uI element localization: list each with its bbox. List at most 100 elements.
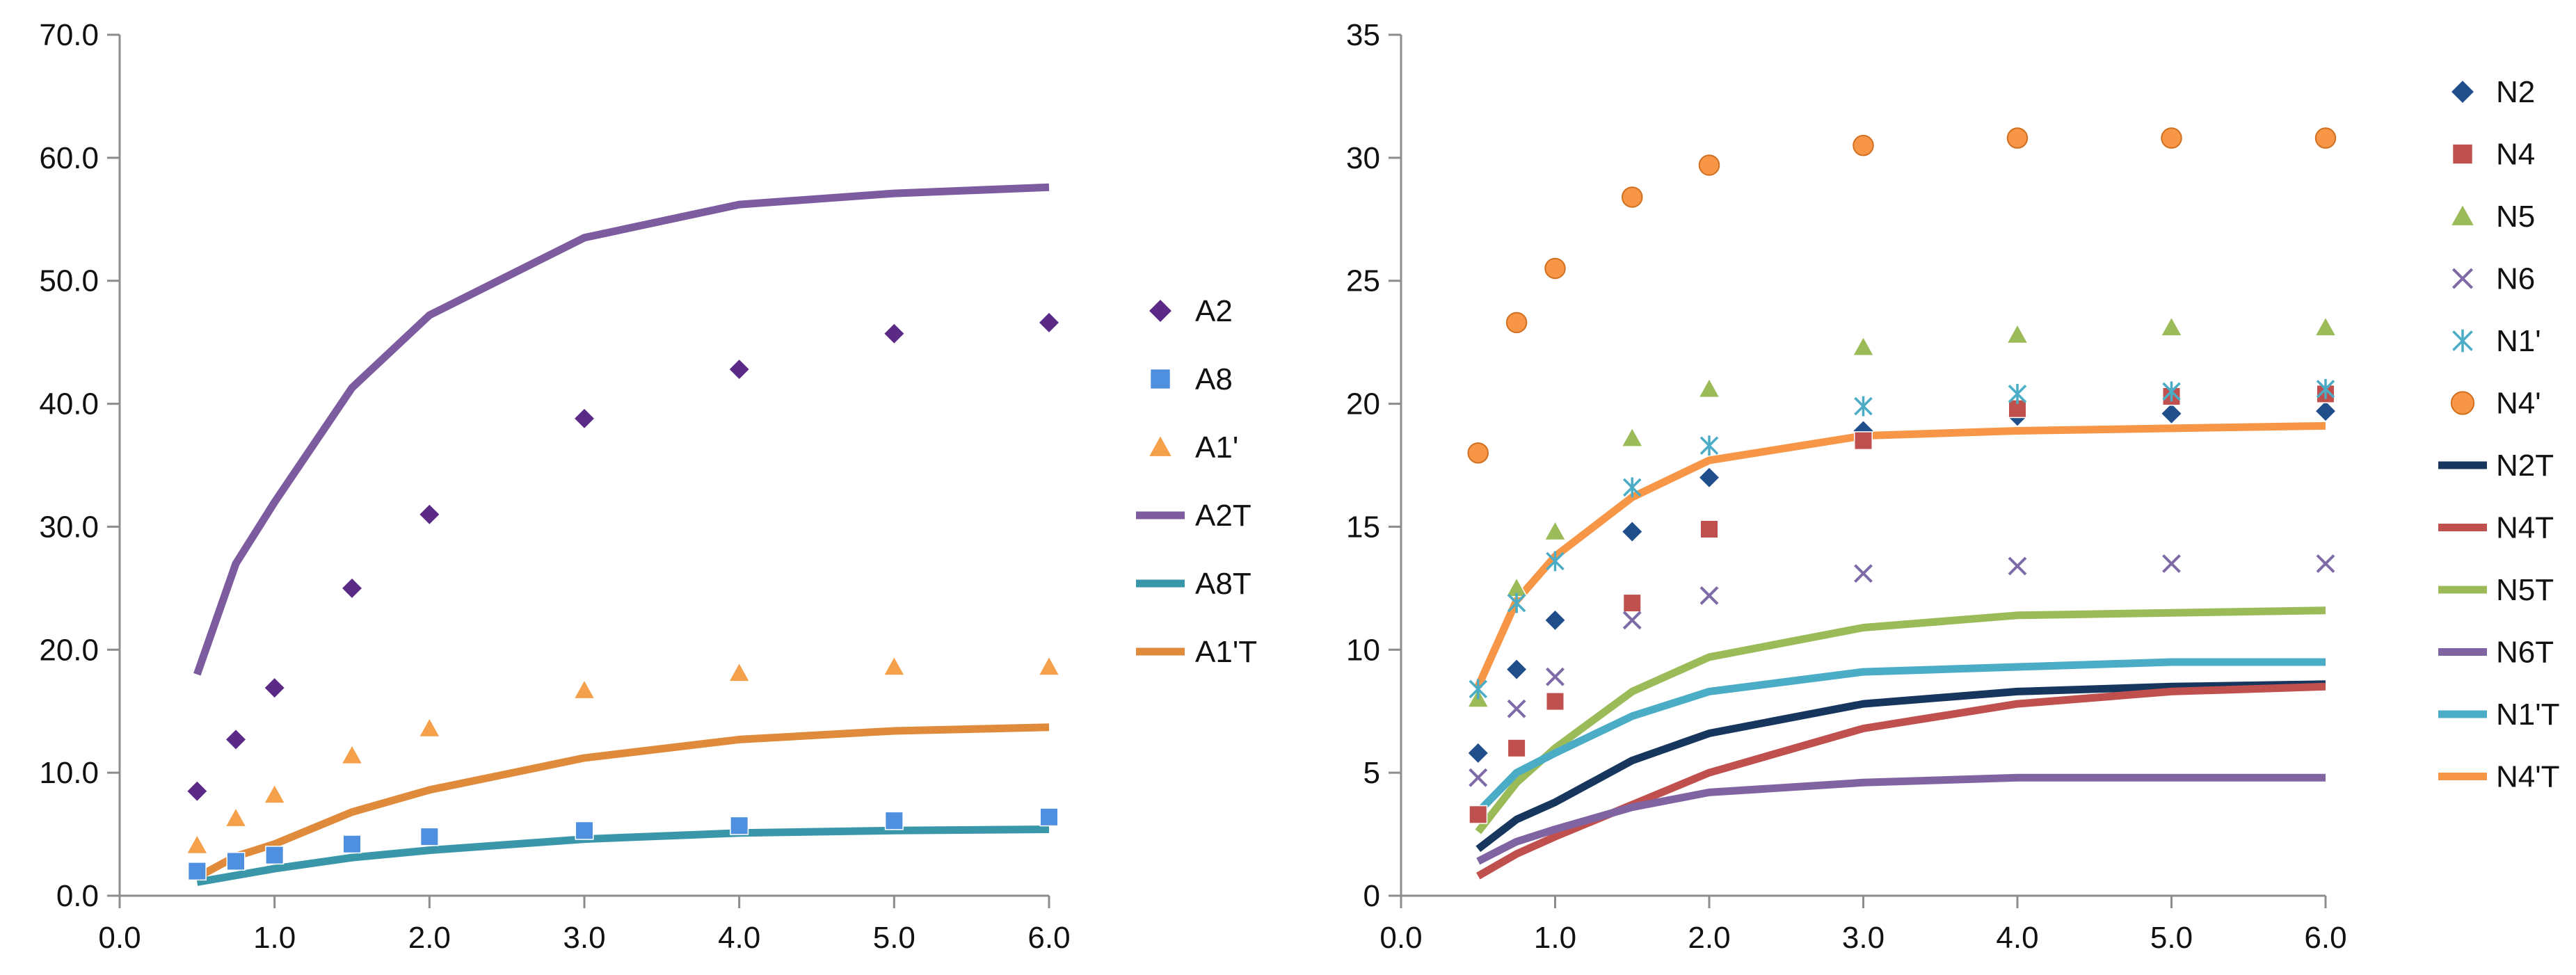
series-line-n4-primet — [1474, 421, 2326, 688]
series-markers-n6 — [1469, 554, 2335, 787]
legend-swatch — [1147, 298, 1174, 324]
data-point — [2316, 554, 2335, 573]
data-point — [418, 503, 441, 526]
legend-label: N4T — [2496, 511, 2554, 545]
data-point — [730, 816, 749, 835]
legend-item-n4t: N4T — [2438, 511, 2554, 545]
data-point — [1467, 442, 1489, 464]
legend-item-n5t: N5T — [2438, 573, 2554, 607]
data-point-stroke-2 — [2008, 556, 2027, 576]
data-point — [342, 835, 362, 854]
legend-item-a8: A8 — [1149, 362, 1233, 396]
legend-item-n1-prime: N1' — [2452, 324, 2541, 358]
legend-label: A2 — [1195, 294, 1233, 328]
data-point-stroke-2 — [1507, 699, 1526, 718]
x-tick-label: 2.0 — [1688, 921, 1730, 955]
data-point — [1546, 551, 1565, 572]
data-point — [1622, 611, 1642, 630]
data-point — [1622, 593, 1642, 613]
legend-item-n6t: N6T — [2438, 636, 2554, 670]
x-tick-label: 1.0 — [1534, 921, 1576, 955]
data-point — [1621, 520, 1644, 543]
x-tick-label: 6.0 — [1027, 921, 1070, 955]
data-point — [226, 851, 246, 871]
data-point — [1507, 699, 1526, 718]
series-line-n6t — [1476, 773, 2326, 865]
y-tick-label: 10 — [1346, 633, 1380, 667]
legend-item-n1-primet: N1'T — [2438, 698, 2560, 732]
series-markers-n1-prime — [1469, 378, 2335, 700]
data-point-stroke-2 — [2162, 554, 2181, 573]
x-tick-label: 2.0 — [408, 921, 451, 955]
legend-swatch — [1147, 434, 1174, 458]
y-tick-label: 5 — [1363, 756, 1380, 790]
data-point-stroke-2 — [2316, 554, 2335, 573]
data-point — [2008, 384, 2027, 404]
x-tick-label: 4.0 — [1996, 921, 2038, 955]
legend-item-a1-prime: A1' — [1147, 430, 1238, 465]
series-markers-a1-prime — [186, 655, 1061, 855]
data-point — [1699, 519, 1719, 539]
legend-swatch — [2449, 79, 2476, 105]
legend-swatch — [2449, 203, 2476, 227]
legend: A2 A8 A1' A2T A8T A1'T — [1136, 294, 1257, 669]
x-tick-label: 3.0 — [563, 921, 605, 955]
data-point — [340, 743, 364, 765]
data-point — [1469, 768, 1488, 787]
series-markers-n4-prime — [1467, 127, 2337, 464]
data-point — [263, 677, 286, 700]
data-point-stroke-2 — [1469, 768, 1488, 787]
data-point-stroke-2 — [1854, 564, 1873, 583]
data-point — [2006, 323, 2029, 344]
legend-item-n2: N2 — [2449, 75, 2535, 109]
data-point — [1852, 335, 1875, 356]
y-tick-label: 20 — [1346, 387, 1380, 421]
data-point — [2006, 127, 2029, 149]
x-tick-label: 4.0 — [718, 921, 760, 955]
data-point — [1620, 426, 1644, 447]
y-tick-label: 15 — [1346, 510, 1380, 544]
data-point — [2160, 316, 2183, 337]
data-point — [1854, 396, 1873, 417]
data-point — [224, 807, 248, 828]
chart-a-series: 0.0 10.0 20.0 30.0 40.0 50.0 60.0 70.0 0.0 1.0 2.0… — [39, 18, 1257, 955]
data-point — [883, 655, 906, 676]
legend-label: A8T — [1195, 567, 1251, 601]
series-line-n4t — [1476, 682, 2326, 880]
legend: N2 N4 N5 N6 N1' N4' N2T N4T N5T N6T N1'T N4'T — [2438, 75, 2560, 794]
series-markers-n5 — [1466, 316, 2337, 708]
series-line-a8t — [196, 825, 1050, 886]
data-point — [2314, 127, 2337, 149]
series-markers-a2 — [186, 311, 1061, 803]
legend-label: N5 — [2496, 200, 2535, 234]
series-line-a2t — [193, 183, 1050, 676]
data-point — [1854, 431, 1873, 451]
data-point — [1507, 739, 1526, 758]
data-point — [728, 357, 751, 381]
data-point-stroke-2 — [1622, 611, 1642, 630]
data-point — [573, 407, 596, 430]
data-point — [2160, 402, 2183, 425]
data-point — [1469, 805, 1488, 824]
data-point — [1697, 466, 1721, 489]
y-tick-label: 30.0 — [39, 510, 99, 544]
x-tick-label: 3.0 — [1842, 921, 1885, 955]
legend-label: A1' — [1195, 430, 1238, 465]
legend-label: N1' — [2496, 324, 2541, 358]
data-point — [728, 661, 751, 682]
data-point — [883, 322, 906, 345]
data-point — [2161, 127, 2182, 149]
data-point — [2162, 381, 2181, 402]
legend-label: A8 — [1195, 362, 1233, 396]
data-point — [1507, 593, 1526, 613]
legend-item-a1-primet: A1'T — [1136, 635, 1257, 669]
series-markers-n2 — [1466, 400, 2337, 764]
y-tick-label: 0 — [1363, 879, 1380, 913]
y-tick-label: 0.0 — [56, 879, 99, 913]
data-point — [186, 780, 209, 803]
y-tick-label: 50.0 — [39, 264, 99, 298]
data-point — [1037, 311, 1061, 334]
data-point — [1546, 667, 1565, 686]
data-point-stroke-2 — [1699, 586, 1719, 605]
